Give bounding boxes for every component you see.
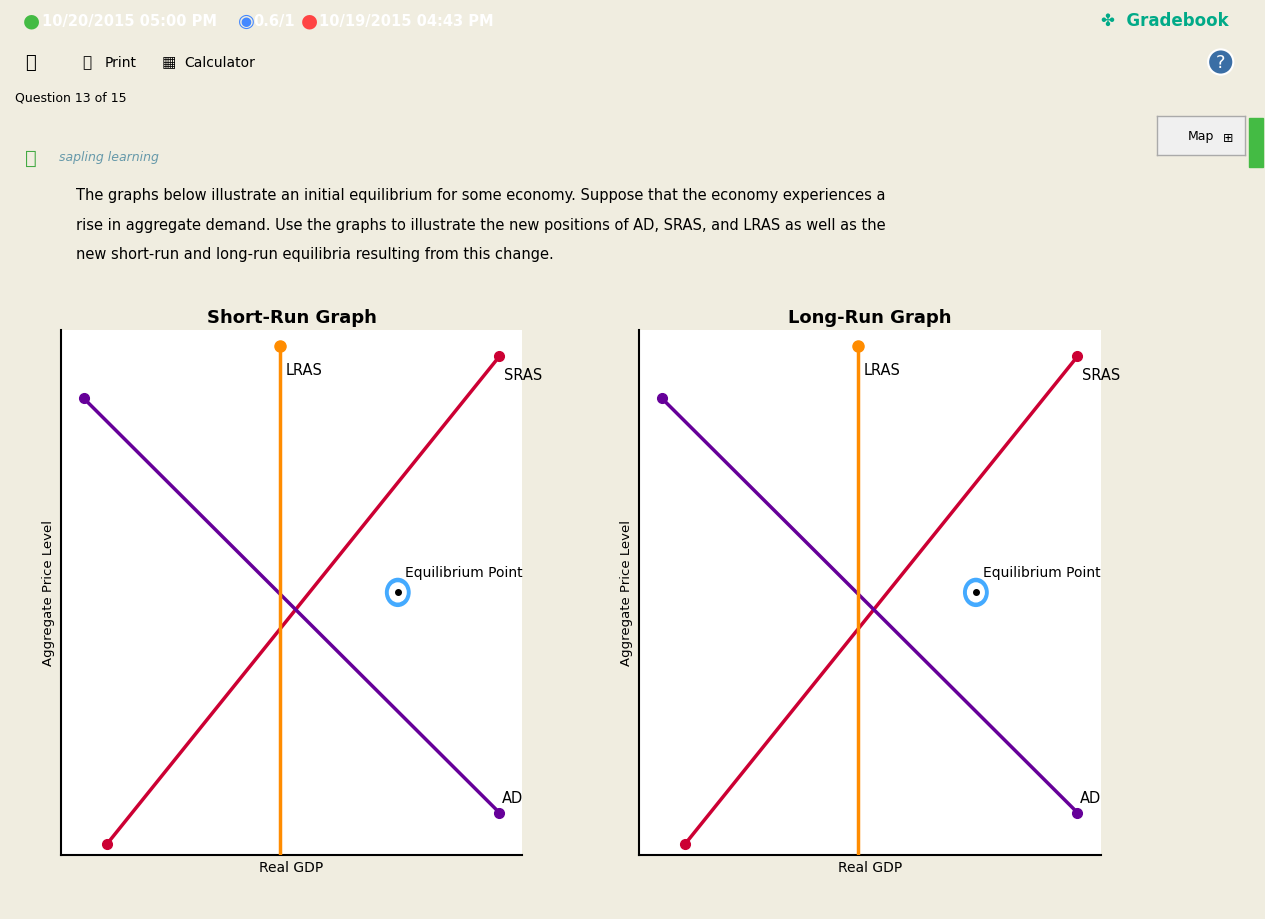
Text: ⊞: ⊞ — [1223, 131, 1233, 144]
Text: Map: Map — [1188, 130, 1214, 142]
Text: SRAS: SRAS — [503, 368, 543, 382]
Text: Equilibrium Point: Equilibrium Point — [405, 566, 522, 580]
Circle shape — [963, 578, 989, 607]
Text: 🌱: 🌱 — [25, 148, 37, 167]
Circle shape — [385, 578, 411, 607]
Y-axis label: Aggregate Price Level: Aggregate Price Level — [620, 520, 634, 665]
Text: ●: ● — [23, 12, 39, 30]
X-axis label: Real GDP: Real GDP — [259, 860, 324, 874]
Text: 10/20/2015 05:00 PM: 10/20/2015 05:00 PM — [42, 14, 216, 28]
Y-axis label: Aggregate Price Level: Aggregate Price Level — [42, 520, 56, 665]
Text: ●: ● — [301, 12, 318, 30]
Circle shape — [390, 584, 406, 602]
Text: Equilibrium Point: Equilibrium Point — [983, 566, 1101, 580]
Text: rise in aggregate demand. Use the graphs to illustrate the new positions of AD, : rise in aggregate demand. Use the graphs… — [76, 217, 885, 233]
Text: 0.6/1: 0.6/1 — [253, 14, 295, 28]
Text: The graphs below illustrate an initial equilibrium for some economy. Suppose tha: The graphs below illustrate an initial e… — [76, 187, 885, 202]
Text: AD: AD — [1080, 790, 1101, 805]
Text: 🌿: 🌿 — [25, 54, 35, 72]
Text: LRAS: LRAS — [286, 362, 323, 378]
Text: AD: AD — [502, 790, 522, 805]
Circle shape — [968, 584, 984, 602]
Text: 10/19/2015 04:43 PM: 10/19/2015 04:43 PM — [319, 14, 493, 28]
Title: Long-Run Graph: Long-Run Graph — [788, 309, 951, 326]
Text: LRAS: LRAS — [864, 362, 901, 378]
Text: sapling learning: sapling learning — [58, 152, 158, 165]
Text: 🖨: 🖨 — [82, 55, 91, 71]
Text: Calculator: Calculator — [185, 56, 256, 70]
Bar — [1249, 119, 1264, 167]
Text: ▦: ▦ — [162, 55, 176, 71]
Text: ?: ? — [1216, 54, 1226, 72]
X-axis label: Real GDP: Real GDP — [837, 860, 902, 874]
Title: Short-Run Graph: Short-Run Graph — [206, 309, 377, 326]
Text: new short-run and long-run equilibria resulting from this change.: new short-run and long-run equilibria re… — [76, 247, 554, 262]
Text: ◉: ◉ — [238, 12, 254, 30]
Text: Question 13 of 15: Question 13 of 15 — [15, 91, 126, 105]
Text: ✤  Gradebook: ✤ Gradebook — [1101, 12, 1228, 30]
Text: SRAS: SRAS — [1082, 368, 1121, 382]
Text: Print: Print — [105, 56, 137, 70]
